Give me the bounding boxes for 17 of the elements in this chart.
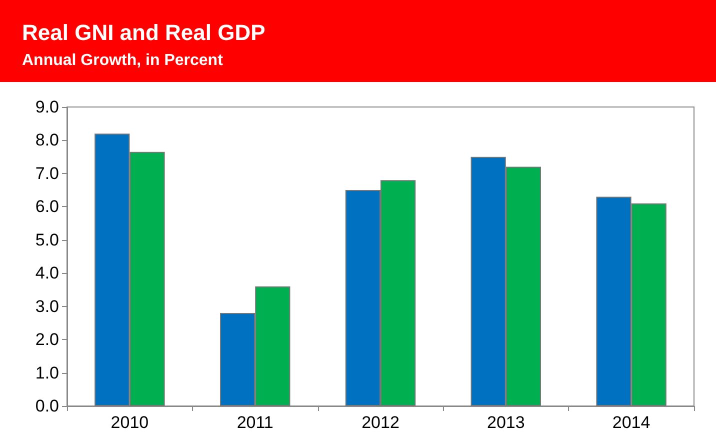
chart-subtitle: Annual Growth, in Percent xyxy=(22,51,224,71)
x-tick-label: 2012 xyxy=(362,413,400,432)
y-tick-label: 3.0 xyxy=(35,296,59,316)
y-tick-label: 2.0 xyxy=(35,330,59,350)
y-tick-label: 7.0 xyxy=(35,164,59,183)
x-tick-label: 2011 xyxy=(236,413,274,432)
y-tick-label: 1.0 xyxy=(35,363,59,382)
y-tick-label: 0.0 xyxy=(35,396,59,416)
y-tick-label: 5.0 xyxy=(35,230,59,250)
y-tick-label: 4.0 xyxy=(35,264,59,283)
y-tick-label: 6.0 xyxy=(35,197,59,216)
chart-title: Real GNI and Real GDP xyxy=(22,20,266,46)
x-tick-label: 2014 xyxy=(612,413,650,432)
y-tick-label: 8.0 xyxy=(35,130,59,150)
x-tick-label: 2013 xyxy=(486,413,525,432)
y-tick-label: 9.0 xyxy=(35,98,59,116)
x-tick-label: 2010 xyxy=(110,413,149,432)
